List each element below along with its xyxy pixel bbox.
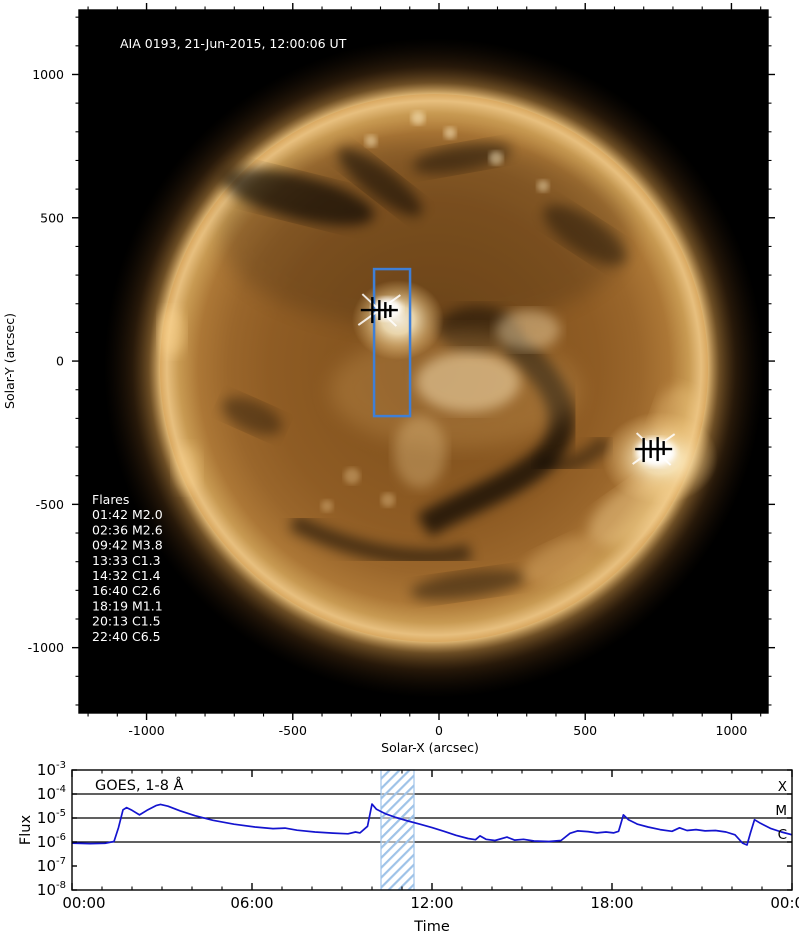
aia-x-tick-label: 1000 [716,723,748,738]
flare-list-item: 14:32 C1.4 [92,568,161,583]
goes-y-tick-label: 10-4 [37,784,66,803]
east-limb-brightening [159,308,185,356]
aia-ylabel: Solar-Y (arcsec) [2,313,17,409]
bright-mottle [321,500,333,512]
aia-panel: AIA 0193, 21-Jun-2015, 12:00:06 UT Flare… [2,3,775,755]
sun-image [104,38,764,698]
aia-x-tick-label: -1000 [128,723,164,738]
flare-list-item: 02:36 M2.6 [92,522,163,537]
goes-class-label-X: X [778,779,787,795]
bright-point [365,135,377,147]
bright-point [489,151,503,165]
plage-center-east [416,352,520,412]
loops-above-west-ar [652,385,700,445]
dark-patch-east [222,397,282,435]
goes-x-tick-label: 12:00 [410,894,453,912]
goes-x-tick-label: 18:00 [590,894,633,912]
aia-x-tick-label: -500 [279,723,307,738]
dark-lane-northwest [543,204,627,266]
goes-x-tick-label: 00:00 [770,894,799,912]
goes-x-tick-label: 06:00 [230,894,273,912]
plage-northwest-of-center [496,310,560,350]
goes-plot-background [72,770,792,890]
bright-point [537,180,549,192]
filament-channel-south [289,514,473,566]
coronal-hole-north-streak [337,147,423,217]
aia-y-tick-labels: -1000 -500 0 500 1000 [28,67,64,655]
goes-y-tick-labels: 10-310-410-510-610-710-8 [37,760,66,899]
goes-y-tick-label: 10-5 [37,808,66,827]
goes-y-tick-label: 10-7 [37,856,66,875]
region-of-interest-box [372,267,412,418]
bright-mottle [381,493,395,507]
goes-x-tick-label: 00:00 [62,894,105,912]
bright-column-in-box [394,416,446,488]
goes-flux-curve [72,803,792,846]
coronal-hole-north [412,142,512,174]
aia-y-tick-label: 1000 [32,67,64,82]
flare-list-item: 20:13 C1.5 [92,614,161,629]
goes-class-label-M: M [775,803,787,819]
aia-x-tick-label: 0 [435,723,443,738]
bright-arcs-southeast [522,536,598,584]
goes-xlabel: Time [413,919,450,935]
flare-list-item: 09:42 M3.8 [92,538,163,553]
dark-lane-south [410,569,526,601]
aia-title: AIA 0193, 21-Jun-2015, 12:00:06 UT [120,36,347,51]
bright-point [444,127,456,139]
aia-xlabel: Solar-X (arcsec) [381,740,479,755]
goes-panel: 00:00 06:00 12:00 18:00 00:00 10-3 10-4 10-5 10… [18,760,799,935]
goes-content [72,769,792,891]
aia-plot-frame [78,9,769,714]
east-limb-brightening-2 [173,444,201,492]
aia-y-tick-label: 0 [56,354,64,369]
goes-class-labels: XMC [775,779,787,843]
aia-annotations [357,267,676,466]
goes-class-label-C: C [778,827,787,843]
bright-point [411,111,425,125]
aia-y-tick-label: -1000 [28,640,64,655]
flare-list-item: 18:19 M1.1 [92,598,163,613]
goes-ylabel: Flux [18,815,34,846]
bright-mottle [344,468,360,484]
filament-channel-branch [535,434,613,474]
goes-shaded-interval [380,769,415,891]
aia-x-tick-labels: -1000 -500 0 500 1000 [128,723,747,738]
flare-list-header: Flares [92,492,129,507]
flare-list-item: 22:40 C6.5 [92,629,161,644]
goes-ticks [71,769,793,891]
aia-x-tick-label: 500 [573,723,597,738]
flare-list-item: 13:33 C1.3 [92,553,161,568]
goes-y-tick-label: 10-3 [37,760,66,779]
aia-y-tick-label: 500 [40,210,64,225]
loop-arcade-southwest [588,478,672,546]
goes-y-tick-label: 10-6 [37,832,66,851]
coronal-hole-northeast [222,168,374,226]
goes-series-label: GOES, 1-8 Å [95,777,184,794]
flare-list-item: 16:40 C2.6 [92,583,161,598]
flare-list-item: 01:42 M2.0 [92,507,163,522]
goes-x-tick-labels: 00:00 06:00 12:00 18:00 00:00 [62,894,799,912]
aia-y-tick-label: -500 [36,497,64,512]
